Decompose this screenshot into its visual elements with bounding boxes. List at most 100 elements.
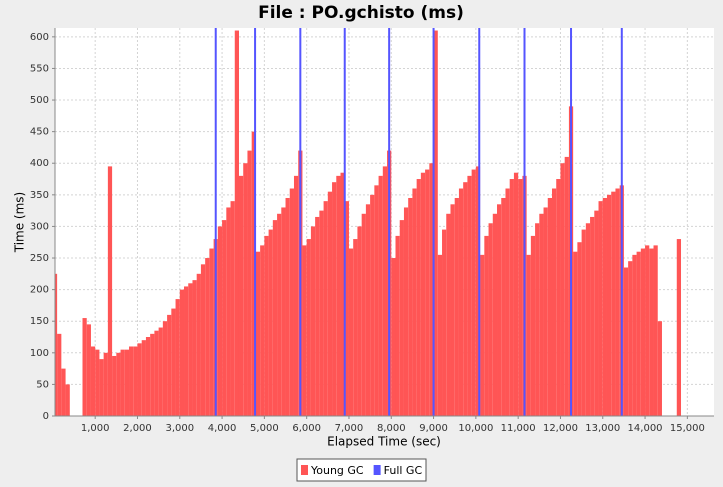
young-gc-bar [310,226,316,416]
young-gc-bar [581,229,586,416]
x-tick-label: 7,000 [335,423,364,434]
young-gc-bar [285,197,290,416]
young-gc-bar [539,213,544,416]
young-gc-bar [277,213,282,416]
full-gc-bar [570,28,573,416]
young-gc-bar [264,235,269,416]
young-gc-bar [653,245,658,416]
legend [296,458,427,482]
young-gc-bar [361,213,366,416]
young-gc-bar [217,226,223,416]
young-gc-bar [175,299,180,416]
young-gc-bar [336,175,341,416]
full-gc-bar [523,28,526,416]
x-tick-label: 3,000 [165,423,194,434]
x-tick-label: 6,000 [292,423,321,434]
x-tick-label: 2,000 [123,423,152,434]
young-gc-bar [412,188,417,416]
y-tick-label: 350 [30,190,49,201]
young-gc-bar [103,352,108,416]
full-gc-bar [478,28,481,416]
x-tick-label: 15,000 [670,423,705,434]
y-tick-label: 300 [30,221,49,232]
full-gc-bar [254,28,257,416]
young-gc-bar [344,201,349,416]
full-gc-bar [343,28,346,416]
y-tick-label: 550 [30,63,49,74]
young-gc-bar [657,321,662,416]
young-gc-bar [632,254,637,416]
x-tick-label: 8,000 [377,423,406,434]
legend-label: Young GC [310,464,364,477]
y-tick-label: 200 [30,285,49,296]
young-gc-bar [437,254,443,416]
young-gc-bar [577,242,582,416]
young-gc-bar [86,324,91,416]
young-gc-bar [167,314,172,416]
y-tick-label: 150 [30,316,49,327]
young-gc-bar [492,213,498,416]
young-gc-bar [319,210,324,416]
y-axis-label: Time (ms) [13,192,27,254]
young-gc-bar [471,169,476,416]
young-gc-bar [454,197,459,416]
young-gc-bar [243,163,248,416]
young-gc-bar [238,175,244,416]
young-gc-bar [57,333,62,416]
young-gc-bar [302,245,307,416]
young-gc-bar [247,150,252,416]
full-gc-bar [299,28,302,416]
young-gc-bar [442,229,447,416]
young-gc-bar [61,368,66,416]
young-gc-bar [547,197,552,416]
young-gc-bar [530,235,536,416]
full-gc-bar [432,28,435,416]
young-gc-bar [188,283,193,416]
young-gc-bar [458,188,464,416]
young-gc-bar [150,333,155,416]
young-gc-bar [226,207,231,416]
young-gc-bar [272,220,278,416]
young-gc-bar [255,251,261,416]
young-gc-bar [281,207,286,416]
x-tick-label: 13,000 [585,423,620,434]
y-tick-label: 100 [30,348,49,359]
young-gc-bar [154,330,159,416]
young-gc-bar [560,163,565,416]
x-tick-label: 11,000 [501,423,536,434]
young-gc-bar [488,223,493,416]
y-tick-label: 50 [36,379,49,390]
y-tick-label: 250 [30,253,49,264]
young-gc-bar [399,220,404,416]
young-gc-bar [429,163,434,416]
young-gc-bar [196,273,201,416]
young-gc-bar [141,340,146,416]
young-gc-bar [209,248,214,416]
young-gc-bar [501,197,506,416]
young-gc-bar [640,248,646,416]
young-gc-bar [535,223,540,416]
young-gc-bar [509,179,514,416]
full-gc-bar [214,28,217,416]
young-gc-bar [551,188,557,416]
young-gc-bar [129,346,134,416]
young-gc-bar [374,185,379,416]
young-gc-bar [585,223,591,416]
young-gc-bar [340,172,345,416]
young-gc-bar [606,194,612,416]
young-gc-bar [192,280,197,416]
young-gc-bar [391,258,396,416]
young-gc-bar [55,273,58,416]
young-gc-bar [382,166,388,416]
young-gc-bar [145,337,151,416]
young-gc-bar [234,30,239,416]
y-tick-label: 400 [30,158,49,169]
young-gc-bar [137,343,142,416]
young-gc-bar [327,191,333,416]
young-gc-bar [416,179,421,416]
young-gc-bar [348,248,354,416]
young-gc-bar [645,245,650,416]
x-tick-label: 14,000 [628,423,663,434]
young-gc-bar [205,258,210,416]
